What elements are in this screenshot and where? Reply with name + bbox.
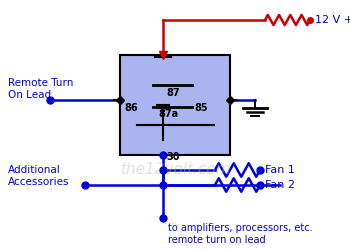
Text: 87: 87 (166, 88, 180, 98)
Text: 30: 30 (166, 152, 180, 162)
Text: 86: 86 (124, 103, 138, 113)
Bar (120, 55, 230, 155)
Text: to amplifiers, processors, etc.
remote turn on lead: to amplifiers, processors, etc. remote t… (168, 223, 313, 244)
Text: Additional
Accessories: Additional Accessories (8, 165, 70, 186)
Text: 12 V +: 12 V + (315, 15, 350, 25)
Text: the12volt.com: the12volt.com (120, 162, 230, 178)
Text: Fan 2: Fan 2 (265, 180, 295, 190)
Text: 87a: 87a (159, 109, 178, 119)
Text: Fan 1: Fan 1 (265, 165, 295, 175)
Text: Remote Turn
On Lead: Remote Turn On Lead (8, 78, 74, 100)
Text: 85: 85 (194, 103, 208, 113)
